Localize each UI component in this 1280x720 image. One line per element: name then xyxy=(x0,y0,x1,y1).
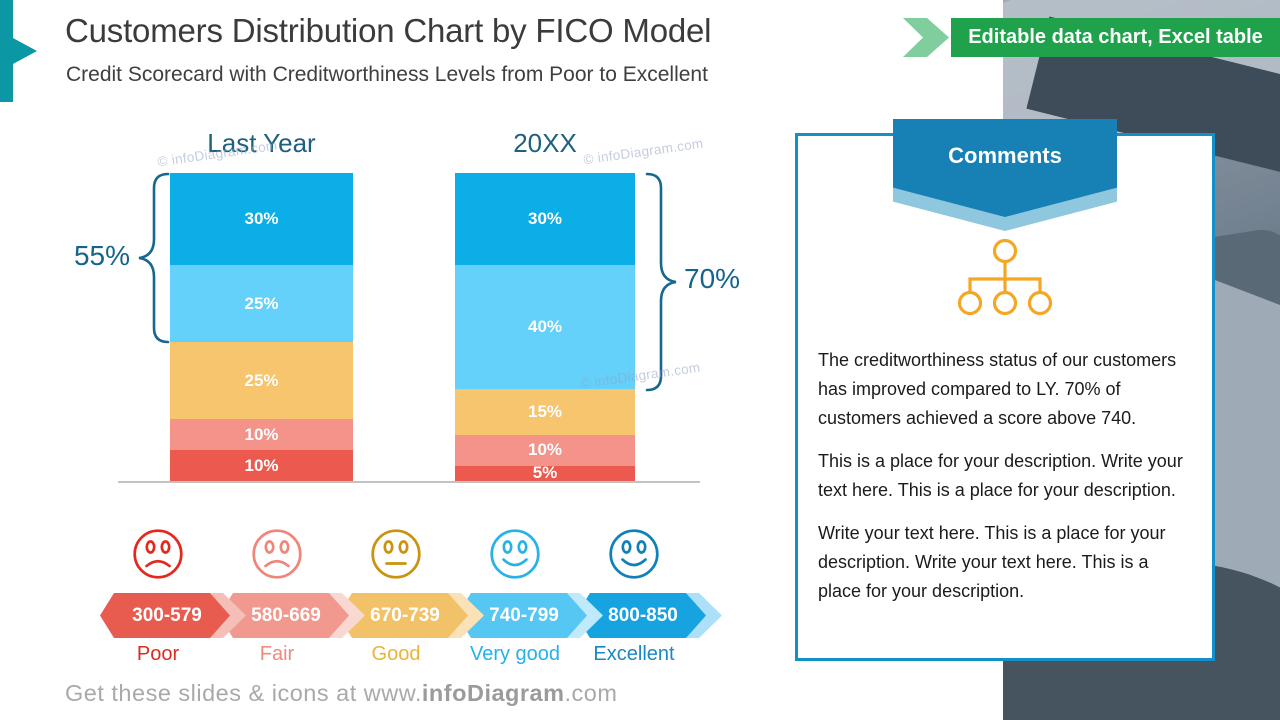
teal-accent-shape xyxy=(0,0,37,102)
segment-value-label: 10% xyxy=(244,455,279,475)
smiley-face-icon xyxy=(488,527,542,581)
score-range-arrow-good[interactable]: 670-739 xyxy=(338,593,468,638)
scale-label-very-good: Very good xyxy=(469,643,561,665)
org-chart-icon xyxy=(957,238,1053,316)
bar-header-20xx: 20XX xyxy=(513,128,577,158)
ribbon-banner: Editable data chart, Excel table xyxy=(951,18,1280,57)
scale-label-poor: Poor xyxy=(136,643,180,665)
comments-paragraph: This is a place for your description. Wr… xyxy=(818,451,1183,500)
bar-segment-20xx-0: 30% xyxy=(455,173,635,266)
segment-value-label: 5% xyxy=(532,463,558,483)
page-subtitle: Credit Scorecard with Creditworthiness L… xyxy=(66,63,708,86)
page-title: Customers Distribution Chart by FICO Mod… xyxy=(65,12,712,49)
bar-segment-20xx-1: 40% xyxy=(455,265,635,389)
segment-value-label: 15% xyxy=(527,401,563,421)
segment-value-label: 10% xyxy=(527,440,563,460)
bar-segment-last-year-3: 10% xyxy=(170,419,353,451)
bar-segment-last-year-1: 25% xyxy=(170,265,353,343)
score-range-arrow-poor[interactable]: 300-579 xyxy=(100,593,230,638)
comments-banner-title: Comments xyxy=(948,143,1062,168)
segment-value-label: 30% xyxy=(527,209,563,229)
comments-banner: Comments xyxy=(893,119,1117,231)
comments-paragraph: Write your text here. This is a place fo… xyxy=(818,523,1166,601)
segment-value-label: 30% xyxy=(244,209,279,229)
bracket-label-55: 55% xyxy=(73,240,130,271)
bracket-right-icon xyxy=(645,172,677,392)
scale-label-good: Good xyxy=(371,643,421,665)
comments-paragraph: The creditworthiness status of our custo… xyxy=(818,350,1177,428)
neutral-face-icon xyxy=(369,527,423,581)
scale-label-excellent: Excellent xyxy=(593,643,675,665)
bracket-label-70: 70% xyxy=(684,263,741,294)
footer-credit: Get these slides & icons at www.infoDiag… xyxy=(65,680,617,707)
footer-brand: infoDiagram xyxy=(421,680,565,706)
bar-segment-last-year-2: 25% xyxy=(170,342,353,420)
ribbon-chevron-icon xyxy=(903,18,949,57)
creditworthiness-scale: 300-579 Poor 580-669 Fair 670-739 Good 740-799… xyxy=(0,527,780,672)
bar-segment-20xx-3: 10% xyxy=(455,434,635,466)
bar-segment-20xx-4: 5% xyxy=(455,463,635,483)
stacked-bar-last-year[interactable]: 30% 25% 25% 10% 10% xyxy=(170,173,353,481)
bar-segment-last-year-4: 10% xyxy=(170,450,353,481)
footer-suffix: .com xyxy=(564,680,618,706)
footer-prefix: Get these slides & icons at www. xyxy=(65,680,422,706)
comments-text: The creditworthiness status of our custo… xyxy=(818,346,1194,620)
segment-value-label: 25% xyxy=(244,370,279,390)
stacked-bar-20xx[interactable]: 30% 40% 15% 10% 5% xyxy=(455,173,635,483)
sad-face-icon xyxy=(250,527,304,581)
bracket-left-icon xyxy=(138,172,170,344)
segment-value-label: 25% xyxy=(244,293,279,313)
segment-value-label: 10% xyxy=(244,424,279,444)
sad-face-icon xyxy=(131,527,185,581)
scale-label-fair: Fair xyxy=(259,643,295,665)
smiley-face-icon xyxy=(607,527,661,581)
bar-segment-20xx-2: 15% xyxy=(455,388,635,435)
axis-baseline xyxy=(118,481,700,483)
segment-value-label: 40% xyxy=(527,316,563,336)
bar-header-last-year: Last Year xyxy=(207,128,316,158)
bar-segment-last-year-0: 30% xyxy=(170,173,353,266)
